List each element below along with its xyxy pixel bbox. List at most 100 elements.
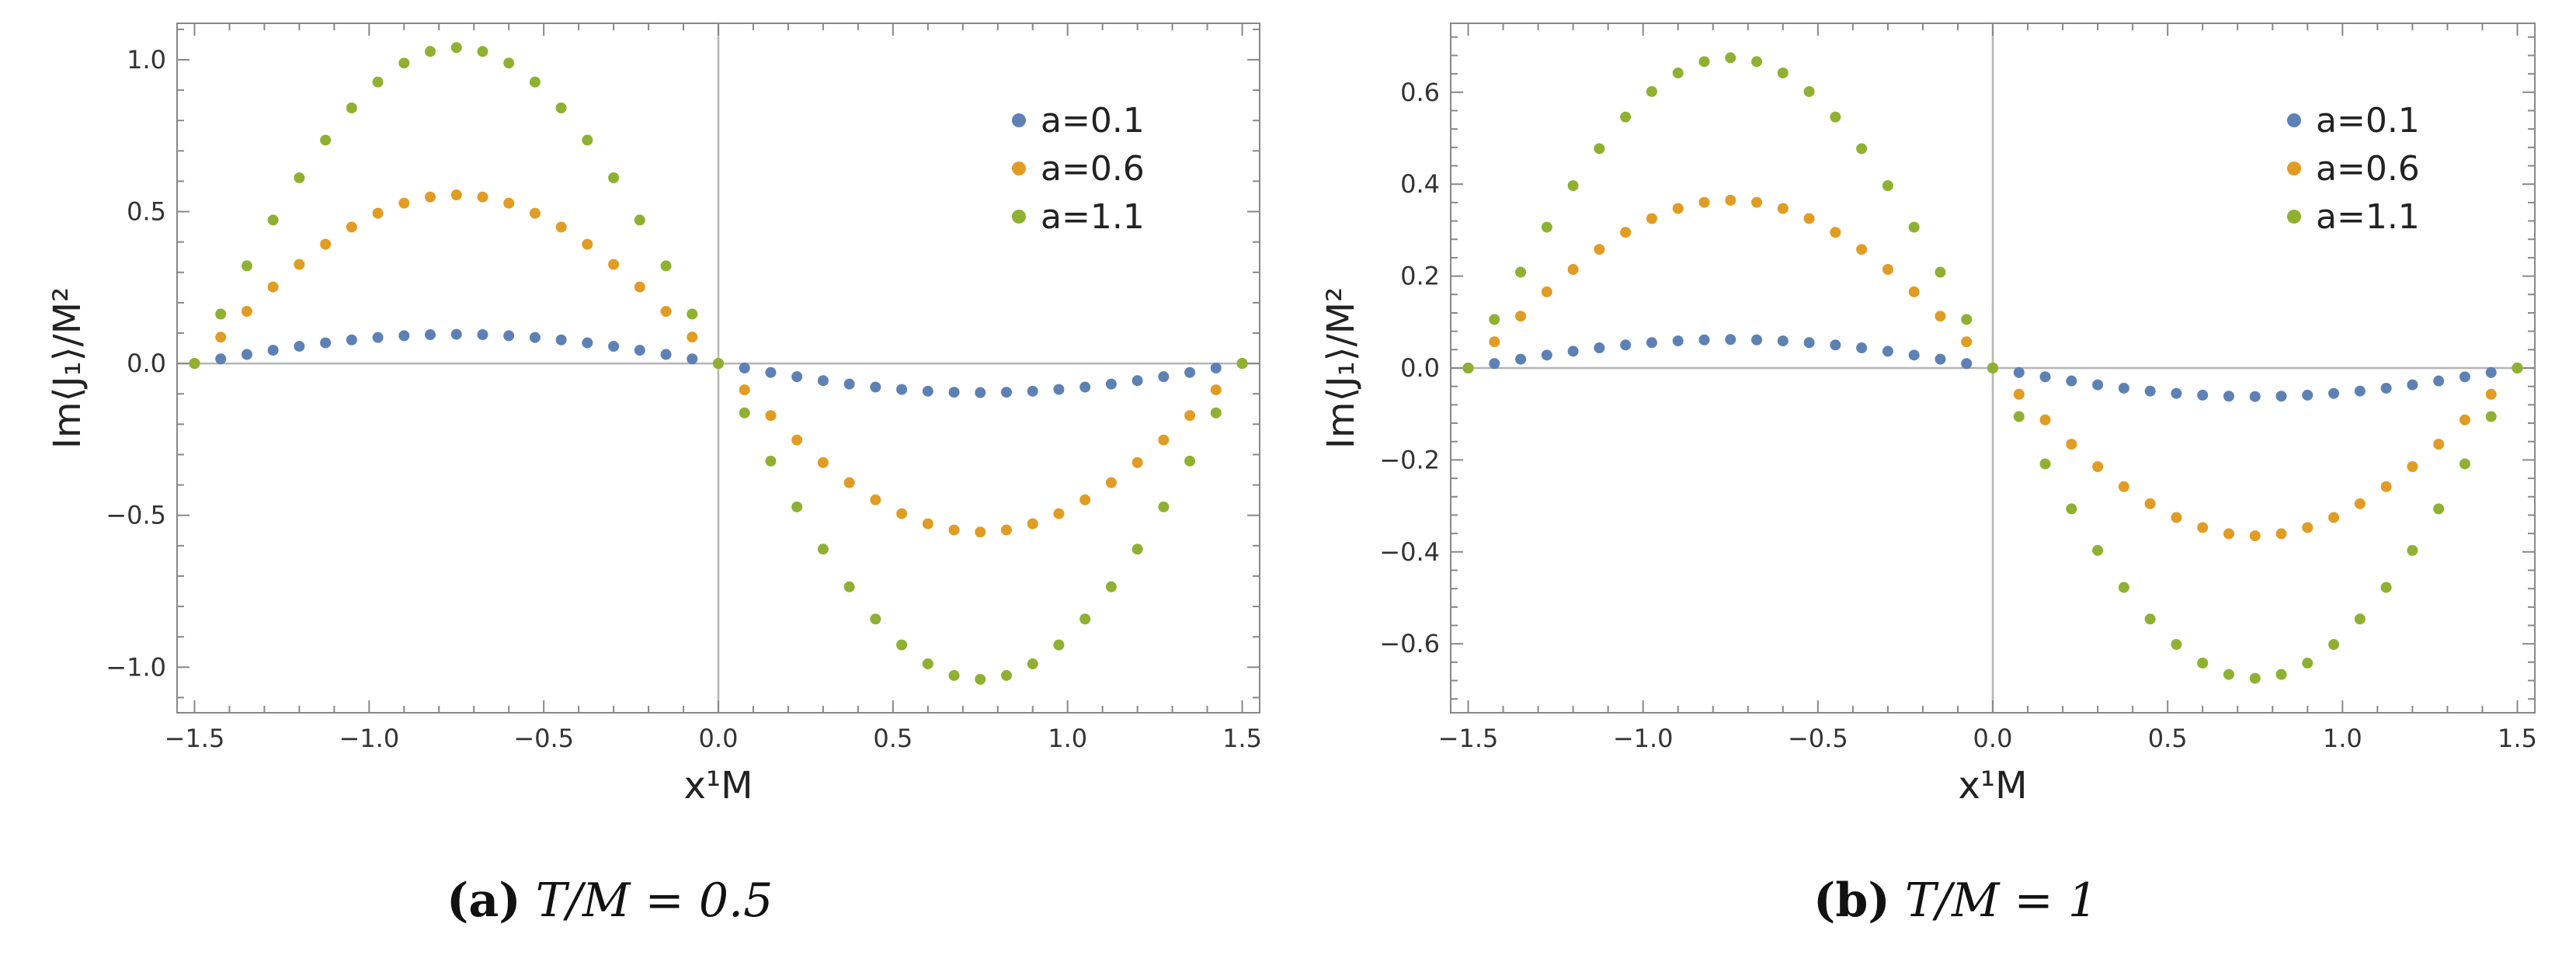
data-point <box>2302 658 2314 669</box>
data-point <box>1236 358 1248 370</box>
data-point <box>922 658 933 670</box>
data-point <box>2485 388 2497 400</box>
data-point <box>660 260 672 272</box>
data-point <box>739 407 750 418</box>
data-point <box>1672 335 1684 347</box>
data-point <box>2302 389 2314 401</box>
data-point <box>2459 371 2470 383</box>
data-point <box>634 281 645 293</box>
data-point <box>1079 494 1091 505</box>
data-point <box>555 334 567 346</box>
x-axis-label: x¹M <box>1958 764 2027 807</box>
data-point <box>634 345 645 356</box>
legend-label: a=1.1 <box>2316 197 2420 237</box>
data-point <box>503 330 515 342</box>
data-point <box>1725 194 1736 206</box>
data-point <box>582 337 593 349</box>
data-point <box>215 308 227 320</box>
data-point <box>1856 143 1868 155</box>
data-point <box>1961 336 1973 348</box>
x-tick-label: 1.5 <box>2498 724 2537 753</box>
data-point <box>241 306 252 318</box>
data-point <box>1132 375 1143 387</box>
data-point <box>922 518 933 530</box>
data-point <box>1515 353 1527 365</box>
data-point <box>1672 67 1684 78</box>
data-point <box>817 543 829 555</box>
data-point <box>2328 387 2340 399</box>
data-point <box>372 76 384 88</box>
data-point <box>2197 389 2209 401</box>
data-point <box>739 384 750 396</box>
data-point <box>1803 213 1815 224</box>
data-point <box>1184 455 1196 467</box>
data-point <box>765 366 777 378</box>
data-point <box>1830 111 1841 123</box>
y-tick-label: 0.6 <box>1400 78 1440 107</box>
data-point <box>1210 407 1222 418</box>
data-point <box>1567 263 1579 275</box>
data-point <box>634 214 645 226</box>
x-tick-label: −0.5 <box>513 724 574 753</box>
data-point <box>1803 85 1815 97</box>
data-point <box>2092 461 2104 473</box>
legend-marker <box>2287 113 2301 127</box>
data-point <box>1462 363 1474 373</box>
data-point <box>1158 371 1170 383</box>
legend-label: a=0.1 <box>1041 101 1145 141</box>
data-point <box>2013 411 2025 422</box>
data-point <box>320 238 332 250</box>
data-point <box>896 639 908 651</box>
data-point <box>477 329 488 341</box>
series-2 <box>1462 52 2523 684</box>
data-point <box>2302 522 2314 533</box>
y-tick-label: −0.6 <box>1379 629 1440 658</box>
data-point <box>1961 358 1973 370</box>
data-point <box>215 332 227 343</box>
data-point <box>346 102 357 113</box>
data-point <box>2013 366 2025 378</box>
data-point <box>1541 286 1552 297</box>
data-point <box>687 353 698 365</box>
x-tick-label: 1.5 <box>1222 724 1262 753</box>
data-point <box>241 349 252 360</box>
data-point <box>922 385 933 397</box>
data-point <box>1053 384 1065 395</box>
data-point <box>1000 387 1012 398</box>
data-point <box>791 371 803 383</box>
data-point <box>582 134 593 146</box>
data-point <box>713 358 724 370</box>
data-point <box>2223 391 2234 402</box>
x-tick-label: −0.5 <box>1788 724 1848 753</box>
data-point <box>1882 263 1893 275</box>
data-point <box>2380 481 2392 492</box>
data-point <box>1594 143 1605 155</box>
data-point <box>1000 524 1012 536</box>
data-point <box>294 341 305 352</box>
data-point <box>2433 375 2445 387</box>
data-point <box>2013 388 2025 400</box>
data-point <box>450 189 462 201</box>
data-point <box>2485 411 2497 422</box>
chart-panel-1: −1.5 −1.0 −0.5 0.0 0.5 1.0 1.5 −0.6 −0.4 −0.2 0.0 0… <box>1319 23 2537 807</box>
x-tick-label: −1.0 <box>339 724 399 753</box>
data-point <box>2407 461 2418 473</box>
data-point <box>1515 311 1527 322</box>
data-point <box>529 332 541 343</box>
data-point <box>372 332 384 343</box>
data-point <box>2171 639 2182 651</box>
data-point <box>1672 203 1684 214</box>
data-point <box>1489 336 1500 348</box>
series-0 <box>189 328 1248 398</box>
data-point <box>765 455 777 467</box>
data-point <box>660 349 672 360</box>
data-point <box>2407 544 2418 556</box>
data-point <box>1210 384 1222 396</box>
data-point <box>1105 477 1117 488</box>
data-point <box>477 46 488 57</box>
data-point <box>1620 227 1632 238</box>
data-point <box>1027 518 1038 530</box>
data-point <box>398 330 410 342</box>
data-point <box>2223 668 2234 680</box>
data-point <box>2354 613 2366 625</box>
